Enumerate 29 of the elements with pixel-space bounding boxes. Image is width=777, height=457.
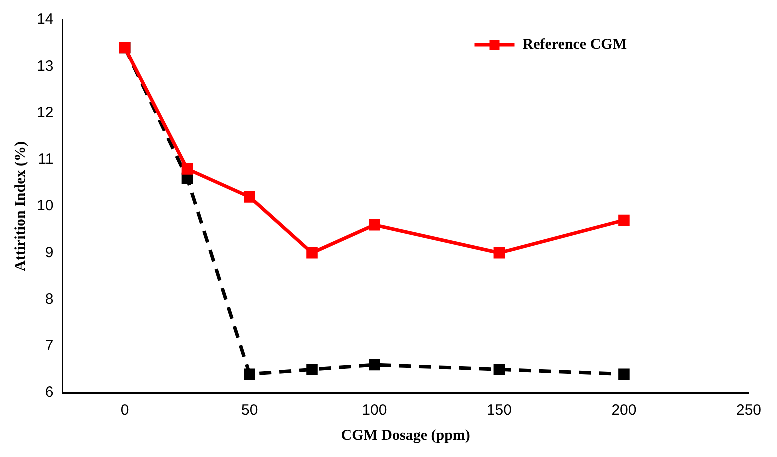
point (244, 368, 256, 380)
point (618, 214, 630, 226)
y-tick-label: 9 (45, 244, 54, 262)
x-tick-label: 50 (242, 402, 258, 420)
y-tick-label: 13 (36, 58, 54, 75)
x-tick-label: 0 (120, 402, 130, 420)
x-tick-label: 150 (486, 402, 512, 420)
point (244, 192, 256, 203)
point (369, 359, 380, 371)
legend-label: Reference CGM (522, 36, 628, 53)
point (494, 364, 506, 376)
x-tick-label: 250 (736, 402, 762, 420)
point (369, 220, 380, 231)
point (618, 368, 630, 380)
y-tick-label: 10 (36, 198, 54, 215)
x-tick-label: 100 (362, 402, 388, 420)
x-axis-title: CGM Dosage (ppm) (341, 428, 470, 444)
y-tick-label: 14 (36, 11, 54, 28)
point (306, 247, 318, 259)
y-tick-label: 8 (45, 290, 54, 308)
y-tick-label: 11 (38, 151, 54, 168)
point (494, 247, 506, 259)
y-axis-title: Attirition Index (%) (12, 142, 29, 272)
y-tick-label: 6 (45, 384, 54, 402)
point (306, 364, 318, 376)
y-tick-label: 7 (45, 338, 54, 355)
point (182, 164, 194, 175)
x-tick-label: 200 (612, 402, 637, 420)
y-tick-label: 12 (36, 104, 54, 122)
